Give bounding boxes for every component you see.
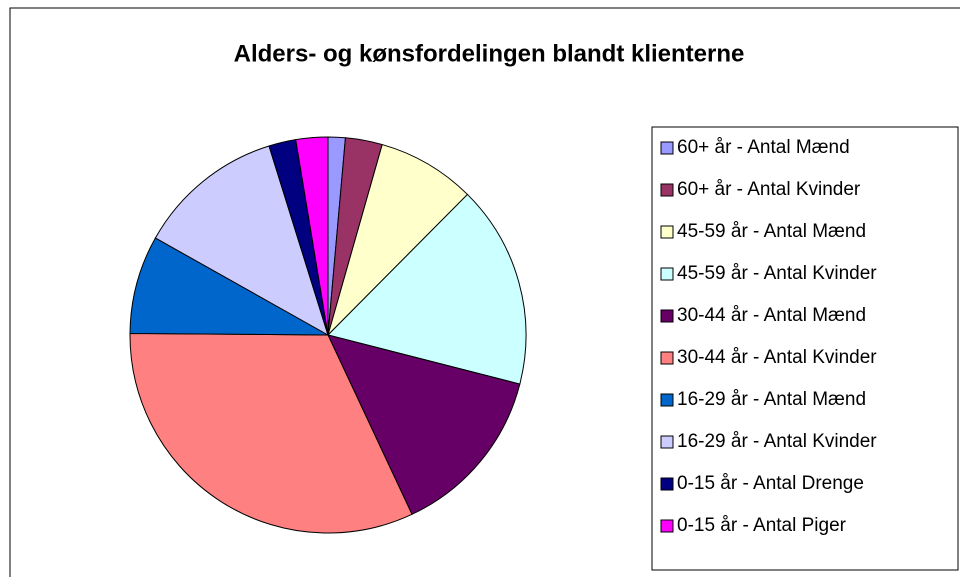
legend-label: 0-15 år - Antal Piger [677,515,847,536]
legend-label: 16-29 år - Antal Mænd [677,389,866,410]
pie-slice [295,136,329,336]
legend-label: 30-44 år - Antal Mænd [677,305,866,326]
legend-box [651,126,959,571]
legend-swatch [660,393,674,407]
legend-swatch [660,435,674,449]
legend-swatch [660,267,674,281]
pie-slice [129,237,329,336]
pie-slice [327,193,527,385]
legend-swatch [660,519,674,533]
legend-swatch [660,225,674,239]
legend-label: 45-59 år - Antal Kvinder [677,263,877,284]
legend-label: 60+ år - Antal Kvinder [677,179,861,200]
legend-swatch [660,141,674,155]
legend-swatch [660,309,674,323]
pie-slice [129,332,413,534]
chart-title: Alders- og kønsfordelingen blandt klient… [234,40,745,67]
pie-slice [327,143,469,336]
legend-swatch [660,477,674,491]
legend-label: 45-59 år - Antal Mænd [677,221,866,242]
legend-label: 16-29 år - Antal Kvinder [677,431,877,452]
pie-slice [154,145,329,337]
legend-swatch [660,351,674,365]
legend-label: 0-15 år - Antal Drenge [677,473,864,494]
legend-label: 60+ år - Antal Mænd [677,137,850,158]
pie-slice [327,334,521,515]
legend-label: 30-44 år - Antal Kvinder [677,347,877,368]
legend-swatch [660,183,674,197]
